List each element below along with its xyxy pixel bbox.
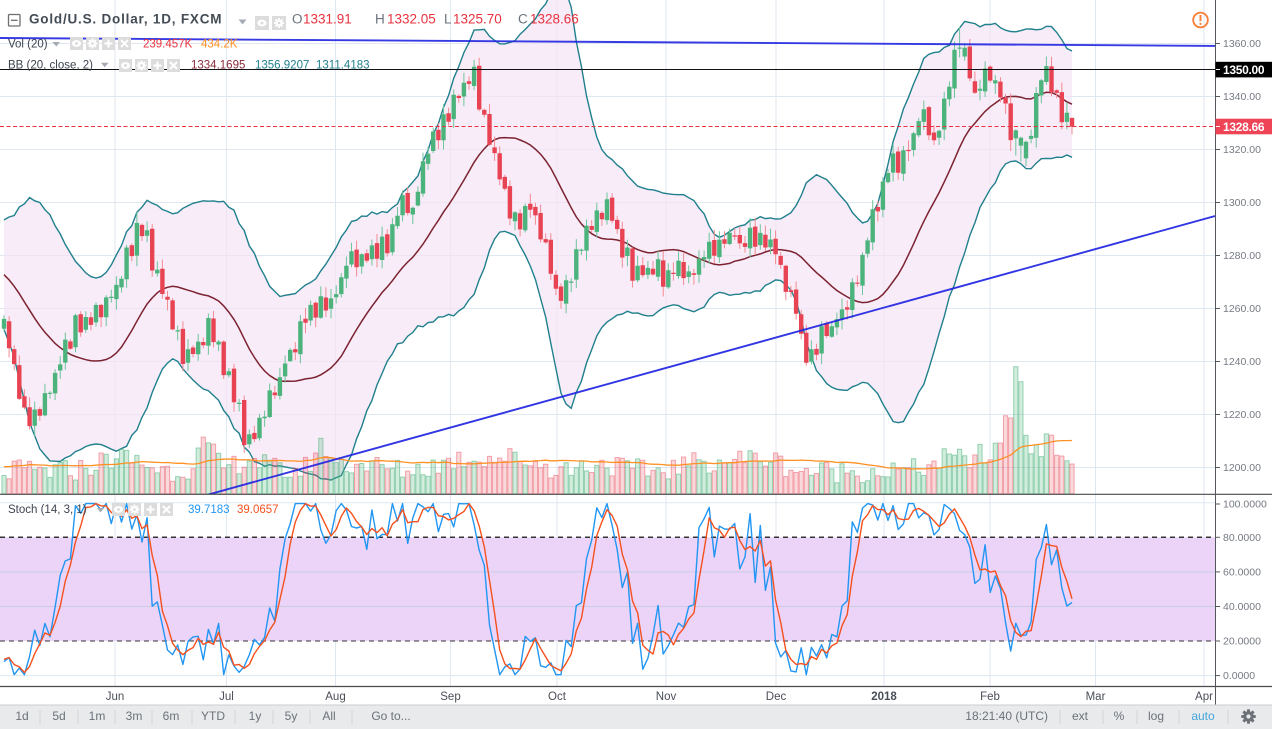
svg-text:5y: 5y bbox=[285, 709, 298, 723]
svg-text:40.0000: 40.0000 bbox=[1223, 601, 1261, 613]
svg-text:1325.70: 1325.70 bbox=[453, 12, 502, 27]
svg-text:1340.00: 1340.00 bbox=[1223, 91, 1261, 103]
svg-text:C: C bbox=[518, 12, 528, 27]
svg-text:1y: 1y bbox=[249, 709, 262, 723]
svg-text:BB (20, close, 2): BB (20, close, 2) bbox=[8, 59, 93, 71]
svg-text:6m: 6m bbox=[163, 709, 180, 723]
svg-text:Vol (20): Vol (20) bbox=[8, 39, 48, 51]
svg-text:1240.00: 1240.00 bbox=[1223, 356, 1261, 368]
svg-text:60.0000: 60.0000 bbox=[1223, 566, 1261, 578]
svg-text:20.0000: 20.0000 bbox=[1223, 636, 1261, 648]
svg-text:1280.00: 1280.00 bbox=[1223, 250, 1261, 262]
svg-text:Nov: Nov bbox=[656, 691, 677, 703]
svg-text:auto: auto bbox=[1191, 709, 1215, 723]
svg-text:Jul: Jul bbox=[219, 691, 234, 703]
svg-text:1320.00: 1320.00 bbox=[1223, 144, 1261, 156]
svg-text:239.457K: 239.457K bbox=[143, 39, 193, 51]
svg-text:39.7183: 39.7183 bbox=[188, 504, 230, 516]
svg-text:1d: 1d bbox=[15, 709, 28, 723]
svg-text:1200.00: 1200.00 bbox=[1223, 462, 1261, 474]
svg-text:1332.05: 1332.05 bbox=[387, 12, 436, 27]
svg-text:Jun: Jun bbox=[106, 691, 125, 703]
svg-text:3m: 3m bbox=[126, 709, 143, 723]
svg-text:0.0000: 0.0000 bbox=[1223, 670, 1255, 682]
svg-text:1334.1695: 1334.1695 bbox=[191, 59, 245, 71]
svg-text:1300.00: 1300.00 bbox=[1223, 197, 1261, 209]
svg-text:Apr: Apr bbox=[1195, 691, 1213, 703]
svg-text:434.2K: 434.2K bbox=[201, 39, 238, 51]
svg-text:Stoch (14, 3, 1): Stoch (14, 3, 1) bbox=[8, 504, 87, 516]
svg-text:1311.4183: 1311.4183 bbox=[316, 59, 370, 71]
svg-text:39.0657: 39.0657 bbox=[237, 504, 279, 516]
svg-text:1356.9207: 1356.9207 bbox=[255, 59, 309, 71]
svg-text:1328.66: 1328.66 bbox=[1223, 120, 1265, 134]
svg-text:80.0000: 80.0000 bbox=[1223, 532, 1261, 544]
svg-text:O: O bbox=[292, 12, 303, 27]
svg-text:Sep: Sep bbox=[440, 691, 460, 703]
svg-text:18:21:40 (UTC): 18:21:40 (UTC) bbox=[965, 709, 1048, 723]
svg-text:ext: ext bbox=[1072, 709, 1089, 723]
svg-text:Oct: Oct bbox=[548, 691, 567, 703]
svg-text:All: All bbox=[322, 709, 335, 723]
svg-text:Dec: Dec bbox=[766, 691, 787, 703]
svg-text:Mar: Mar bbox=[1086, 691, 1106, 703]
svg-text:1220.00: 1220.00 bbox=[1223, 409, 1261, 421]
svg-text:1360.00: 1360.00 bbox=[1223, 38, 1261, 50]
svg-text:100.0000: 100.0000 bbox=[1223, 499, 1267, 511]
svg-text:H: H bbox=[375, 12, 385, 27]
svg-text:L: L bbox=[444, 12, 452, 27]
svg-text:1m: 1m bbox=[89, 709, 106, 723]
svg-text:log: log bbox=[1148, 709, 1164, 723]
svg-text:1328.66: 1328.66 bbox=[530, 12, 579, 27]
svg-text:1260.00: 1260.00 bbox=[1223, 303, 1261, 315]
svg-text:2018: 2018 bbox=[871, 691, 897, 703]
svg-text:Feb: Feb bbox=[980, 691, 1000, 703]
svg-text:Aug: Aug bbox=[325, 691, 345, 703]
svg-text:1331.91: 1331.91 bbox=[303, 12, 352, 27]
svg-text:5d: 5d bbox=[52, 709, 65, 723]
svg-text:1350.00: 1350.00 bbox=[1223, 63, 1265, 77]
svg-text:YTD: YTD bbox=[201, 709, 225, 723]
svg-text:Gold/U.S. Dollar, 1D, FXCM: Gold/U.S. Dollar, 1D, FXCM bbox=[29, 12, 222, 27]
svg-text:%: % bbox=[1114, 709, 1125, 723]
svg-text:Go to...: Go to... bbox=[371, 709, 410, 723]
